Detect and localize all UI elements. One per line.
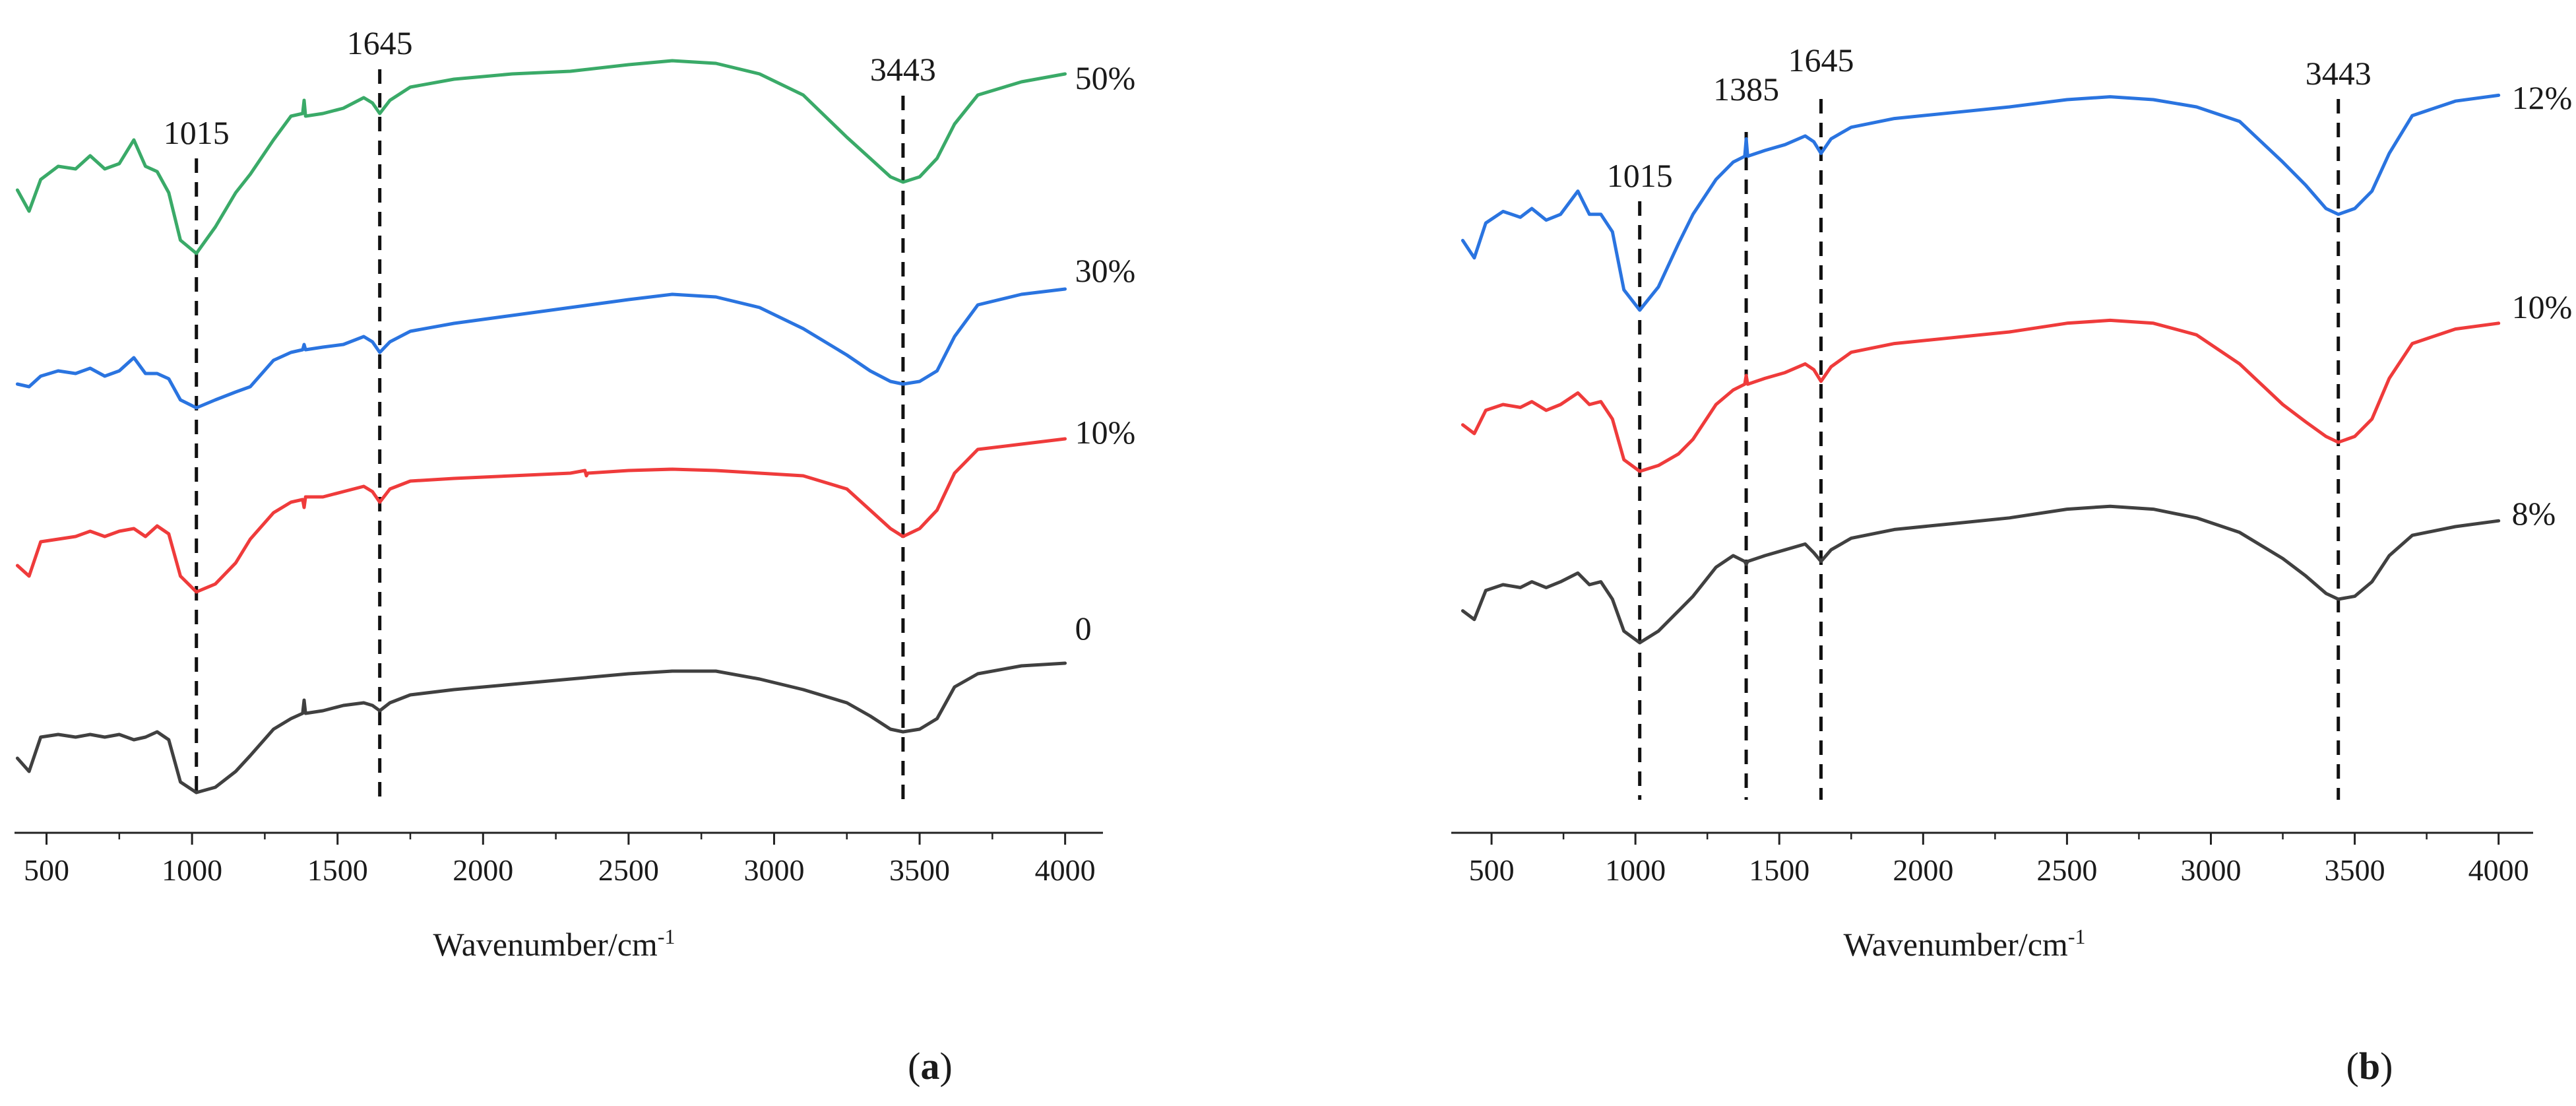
panel-b-x-tick-label: 500: [1469, 853, 1515, 887]
panel-b-series-line-2: [1461, 504, 2501, 645]
panel-a-marker-label-1645: 1645: [347, 24, 413, 61]
panel-a-series-label-1: 30%: [1075, 252, 1136, 289]
panel-a-label: (a): [908, 1045, 953, 1088]
panel-b-x-tick-label: 4000: [2468, 853, 2529, 887]
panel-a-x-tick-label: 1000: [162, 853, 222, 887]
panel-a-x-tick-label: 3000: [743, 853, 804, 887]
panel-a-marker-label-3443: 3443: [870, 51, 936, 88]
panel-a: 1015 1645 3443 50% 30% 10% 0 500 1000 1500 2000 2…: [15, 24, 1135, 1088]
panel-b-x-tick-label: 3500: [2325, 853, 2385, 887]
panel-a-x-tick-label: 500: [24, 853, 69, 887]
panel-a-marker-label-1015: 1015: [164, 114, 230, 151]
panel-b-x-tick-label: 3000: [2180, 853, 2241, 887]
panel-b-x-axis-label: Wavenumber/cm-1: [1844, 925, 2086, 963]
panel-b-series-line-1: [1461, 318, 2501, 473]
panel-b-x-tick-label: 1500: [1749, 853, 1809, 887]
panel-a-x-tick-label: 3500: [889, 853, 950, 887]
panel-a-series-line-3: [15, 661, 1067, 795]
panel-a-series-line-2: [15, 437, 1067, 594]
panel-b-marker-label-3443: 3443: [2306, 55, 2372, 92]
panel-a-marker-lines: 1015 1645 3443: [164, 24, 936, 800]
panel-b-label: (b): [2346, 1045, 2393, 1088]
panel-b-series-label-1: 10%: [2512, 288, 2573, 325]
panel-b-x-tick-label: 2500: [2036, 853, 2097, 887]
panel-a-series: 50% 30% 10% 0: [15, 59, 1136, 795]
panel-a-series-label-2: 10%: [1075, 414, 1136, 451]
panel-b-marker-label-1645: 1645: [1788, 42, 1854, 79]
panel-b-series-label-0: 12%: [2512, 79, 2573, 116]
panel-a-series-label-3: 0: [1075, 610, 1092, 647]
panel-a-x-tick-label: 4000: [1035, 853, 1096, 887]
panel-a-series-line-0: [15, 59, 1067, 255]
panel-b-x-tick-label: 2000: [1893, 853, 1953, 887]
panel-a-series-label-0: 50%: [1075, 59, 1136, 96]
panel-b-series-line-0: [1461, 93, 2501, 312]
panel-b-x-axis: 500 1000 1500 2000 2500 3000 3500 4000: [1451, 831, 2533, 887]
panel-a-x-tick-label: 2500: [598, 853, 659, 887]
panel-b-marker-label-1385: 1385: [1713, 71, 1779, 108]
panel-a-x-tick-label: 1500: [307, 853, 368, 887]
panel-b-x-tick-label: 1000: [1605, 853, 1666, 887]
panel-a-x-tick-label: 2000: [453, 853, 513, 887]
panel-b-marker-label-1015: 1015: [1607, 157, 1673, 194]
panel-a-x-axis: 500 1000 1500 2000 2500 3000 3500 4000: [15, 831, 1103, 887]
panel-a-x-axis-label: Wavenumber/cm-1: [433, 925, 675, 963]
panel-b-series: 12% 10% 8%: [1461, 79, 2573, 645]
panel-a-series-line-1: [15, 287, 1067, 410]
panel-b-series-label-2: 8%: [2512, 495, 2556, 532]
